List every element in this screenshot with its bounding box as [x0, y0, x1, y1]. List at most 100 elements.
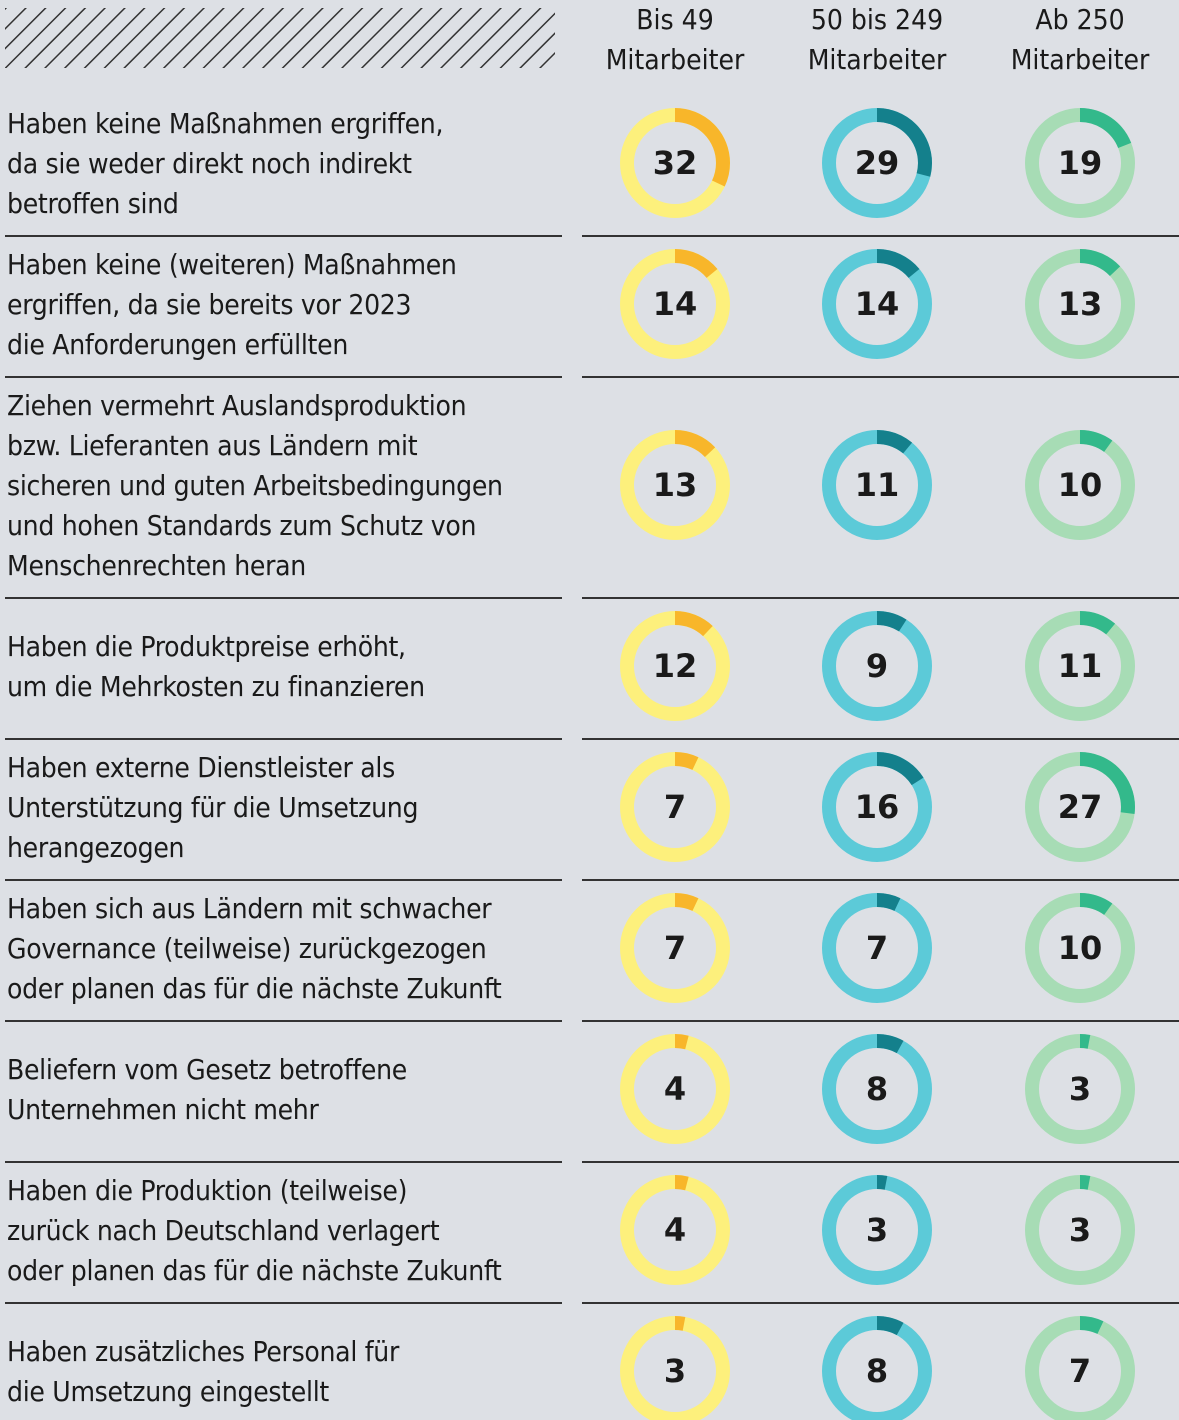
value-label: 13 — [653, 466, 698, 504]
column-header: Ab 250 Mitarbeiter — [1010, 3, 1150, 76]
row-divider — [582, 1302, 1179, 1304]
row-divider — [5, 1302, 562, 1304]
value-label: 3 — [664, 1352, 686, 1390]
value-label: 4 — [664, 1070, 686, 1108]
value-label: 9 — [866, 647, 888, 685]
donut: 8 — [822, 1033, 932, 1144]
donut-arc — [1025, 1315, 1135, 1420]
donut-arc — [620, 1174, 730, 1285]
donut: 27 — [1025, 751, 1135, 862]
donut: 7 — [822, 892, 932, 1003]
column-header: Bis 49 Mitarbeiter — [605, 3, 745, 76]
donut: 10 — [1025, 892, 1135, 1003]
donut-arc — [620, 107, 730, 218]
value-label: 7 — [1069, 1352, 1091, 1390]
donut: 9 — [822, 610, 932, 721]
donut-arc — [822, 107, 932, 218]
row-divider — [5, 879, 562, 881]
row-label: Haben sich aus Ländern mit schwacher Gov… — [7, 891, 502, 1005]
donut: 7 — [620, 751, 730, 862]
donut: 3 — [620, 1315, 730, 1420]
value-label: 14 — [653, 285, 698, 323]
donut-arc — [1025, 1174, 1135, 1285]
value-label: 3 — [866, 1211, 888, 1249]
row-divider — [5, 1020, 562, 1022]
value-label: 32 — [653, 144, 698, 182]
donut-arc — [822, 248, 932, 359]
donut-arc — [822, 1315, 932, 1420]
donut-arc — [1025, 610, 1135, 721]
row-label: Ziehen vermehrt Auslandsproduktion bzw. … — [7, 388, 503, 582]
donut-arc — [822, 610, 932, 721]
donut: 11 — [822, 429, 932, 540]
value-label: 10 — [1058, 929, 1103, 967]
value-label: 7 — [664, 788, 686, 826]
value-label: 7 — [664, 929, 686, 967]
value-label: 7 — [866, 929, 888, 967]
donut: 7 — [1025, 1315, 1135, 1420]
donut-arc — [1025, 751, 1135, 862]
donut-arc — [620, 610, 730, 721]
value-label: 29 — [855, 144, 900, 182]
donut: 16 — [822, 751, 932, 862]
value-label: 3 — [1069, 1070, 1091, 1108]
donut: 4 — [620, 1033, 730, 1144]
donut-arc — [1025, 429, 1135, 540]
value-label: 3 — [1069, 1211, 1091, 1249]
donut: 3 — [1025, 1033, 1135, 1144]
value-label: 19 — [1058, 144, 1103, 182]
donut-arc — [620, 892, 730, 1003]
row-label: Haben keine (weiteren) Maßnahmen ergriff… — [7, 247, 457, 361]
donut-arc — [1025, 1033, 1135, 1144]
donut-arc — [1025, 248, 1135, 359]
row-label: Haben keine Maßnahmen ergriffen, da sie … — [7, 106, 444, 220]
row-label: Haben externe Dienstleister als Unterstü… — [7, 750, 419, 864]
donut: 19 — [1025, 107, 1135, 218]
donut-arc — [620, 1315, 730, 1420]
row-divider — [5, 597, 562, 599]
row-divider — [5, 738, 562, 740]
value-label: 16 — [855, 788, 900, 826]
donut-arc — [822, 1174, 932, 1285]
donut: 14 — [620, 248, 730, 359]
value-label: 27 — [1058, 788, 1103, 826]
donut: 3 — [1025, 1174, 1135, 1285]
value-label: 8 — [866, 1070, 888, 1108]
row-divider — [582, 597, 1179, 599]
donut: 29 — [822, 107, 932, 218]
row-label: Haben die Produktpreise erhöht, um die M… — [7, 629, 425, 703]
donut: 3 — [822, 1174, 932, 1285]
donut-arc — [620, 429, 730, 540]
value-label: 4 — [664, 1211, 686, 1249]
donut: 13 — [620, 429, 730, 540]
value-label: 10 — [1058, 466, 1103, 504]
donut-arc — [620, 248, 730, 359]
donut: 11 — [1025, 610, 1135, 721]
donut-arc — [822, 1033, 932, 1144]
row-divider — [582, 738, 1179, 740]
hatch — [5, 8, 555, 68]
value-label: 13 — [1058, 285, 1103, 323]
row-divider — [5, 1161, 562, 1163]
row-label: Haben die Produktion (teilweise) zurück … — [7, 1173, 502, 1287]
row-label: Haben zusätzliches Personal für die Umse… — [7, 1334, 399, 1408]
row-label: Beliefern vom Gesetz betroffene Unterneh… — [7, 1052, 407, 1126]
donut: 10 — [1025, 429, 1135, 540]
value-label: 8 — [866, 1352, 888, 1390]
row-divider — [582, 879, 1179, 881]
row-divider — [582, 1161, 1179, 1163]
value-label: 14 — [855, 285, 900, 323]
donut: 4 — [620, 1174, 730, 1285]
row-divider — [5, 235, 562, 237]
value-label: 11 — [1058, 647, 1103, 685]
donut-arc — [822, 751, 932, 862]
row-divider — [5, 376, 562, 378]
donut: 7 — [620, 892, 730, 1003]
donut-arc — [1025, 892, 1135, 1003]
value-label: 11 — [855, 466, 900, 504]
donut-arc — [822, 429, 932, 540]
donut-arc — [1025, 107, 1135, 218]
row-divider — [582, 235, 1179, 237]
donut: 32 — [620, 107, 730, 218]
